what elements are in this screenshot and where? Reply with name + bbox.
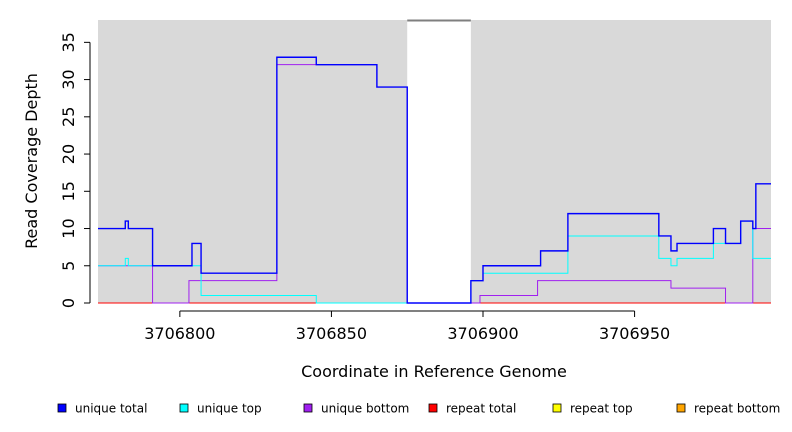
x-tick-label: 3706850 <box>296 324 367 343</box>
legend-label-unique-total: unique total <box>75 402 147 416</box>
legend: unique total unique top unique bottom repea… <box>57 402 780 416</box>
legend-swatch-repeat-total <box>428 403 438 413</box>
y-tick-label: 30 <box>59 69 78 89</box>
y-tick-label: 5 <box>59 261 78 271</box>
legend-label-repeat-bottom: repeat bottom <box>694 402 780 416</box>
y-tick-label: 10 <box>59 218 78 238</box>
legend-swatch-repeat-bottom <box>676 403 686 413</box>
y-tick-label: 15 <box>59 181 78 201</box>
x-tick-label: 3706900 <box>447 324 518 343</box>
x-axis-title: Coordinate in Reference Genome <box>301 362 567 381</box>
y-tick-label: 25 <box>59 107 78 127</box>
series-layer <box>98 56 771 304</box>
y-tick-label: 0 <box>59 298 78 308</box>
x-tick-label: 3706800 <box>144 324 215 343</box>
x-tick-label: 3706950 <box>599 324 670 343</box>
legend-label-repeat-top: repeat top <box>570 402 633 416</box>
y-tick-label: 35 <box>59 32 78 52</box>
legend-swatch-unique-top <box>179 403 189 413</box>
y-axis: 0 5 10 15 20 25 30 35 <box>59 32 91 308</box>
y-axis-title: Read Coverage Depth <box>22 73 41 249</box>
legend-label-unique-top: unique top <box>197 402 262 416</box>
legend-label-unique-bottom: unique bottom <box>321 402 409 416</box>
legend-swatch-repeat-top <box>552 403 562 413</box>
y-tick-label: 20 <box>59 144 78 164</box>
series-line-unique-total <box>98 56 771 304</box>
x-axis: 3706800 3706850 3706900 3706950 <box>144 310 670 343</box>
legend-swatch-unique-bottom <box>303 403 313 413</box>
legend-swatch-unique-total <box>57 403 67 413</box>
gap-region <box>407 20 471 303</box>
legend-label-repeat-total: repeat total <box>446 402 516 416</box>
